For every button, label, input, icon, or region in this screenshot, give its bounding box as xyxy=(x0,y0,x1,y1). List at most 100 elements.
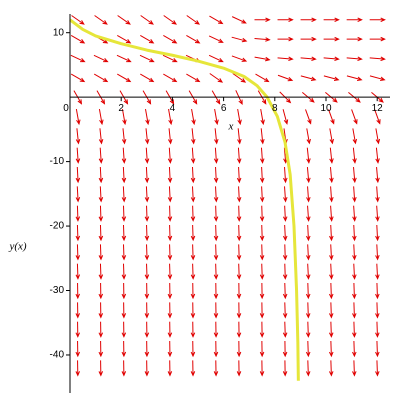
field-arrow xyxy=(236,341,242,358)
field-arrow xyxy=(213,186,219,203)
field-arrow xyxy=(98,321,104,338)
field-arrow xyxy=(167,302,173,319)
field-arrow xyxy=(209,73,224,83)
y-axis-label: y(x) xyxy=(8,241,26,253)
field-arrow xyxy=(306,205,311,222)
field-arrow xyxy=(121,147,127,164)
field-arrow xyxy=(213,205,219,222)
field-arrow xyxy=(237,109,242,126)
field-arrow xyxy=(190,186,196,203)
field-arrow xyxy=(186,73,201,83)
field-arrow xyxy=(236,186,242,203)
field-arrow xyxy=(305,109,312,125)
field-arrow xyxy=(375,147,380,164)
field-arrow xyxy=(300,17,317,23)
field-arrow xyxy=(305,283,311,300)
field-arrow xyxy=(167,360,173,377)
field-arrow xyxy=(282,341,288,358)
field-arrow xyxy=(213,360,219,377)
field-arrow xyxy=(236,321,242,338)
field-arrow xyxy=(190,244,196,261)
field-arrow xyxy=(259,283,265,300)
field-arrow xyxy=(346,36,363,42)
field-arrow xyxy=(328,283,334,300)
field-arrow xyxy=(98,244,104,261)
field-arrow xyxy=(352,341,357,358)
field-arrow xyxy=(329,244,334,261)
field-arrow xyxy=(144,147,150,164)
field-arrow xyxy=(98,109,104,126)
field-arrow xyxy=(70,34,86,44)
field-arrow xyxy=(259,166,265,184)
field-arrow xyxy=(75,283,81,300)
field-arrow xyxy=(375,360,380,377)
field-arrow xyxy=(75,302,81,319)
field-arrow xyxy=(121,244,127,261)
field-arrow xyxy=(236,302,242,319)
field-arrow xyxy=(352,321,357,338)
field-arrow xyxy=(145,109,150,126)
field-arrow xyxy=(190,321,196,338)
x-tick-label: 0 xyxy=(63,103,69,114)
field-arrow xyxy=(98,186,104,203)
field-arrow xyxy=(306,186,311,203)
field-arrow xyxy=(260,128,265,145)
field-arrow xyxy=(283,166,288,184)
field-arrow xyxy=(328,341,334,358)
field-arrow xyxy=(236,166,242,184)
field-arrow xyxy=(236,205,242,222)
field-arrow xyxy=(346,56,363,62)
field-arrow xyxy=(167,166,173,184)
field-arrow xyxy=(259,205,265,222)
field-arrow xyxy=(352,302,357,319)
field-arrow xyxy=(94,15,108,25)
field-arrow xyxy=(209,15,224,25)
field-arrow xyxy=(282,360,288,377)
field-arrow xyxy=(352,244,357,261)
field-arrow xyxy=(144,186,150,203)
field-arrow xyxy=(70,73,86,83)
field-arrow xyxy=(213,224,219,242)
x-axis-label: x xyxy=(228,121,234,133)
field-arrow xyxy=(98,205,104,222)
field-arrow xyxy=(144,263,150,280)
field-arrow xyxy=(163,73,178,83)
field-arrow xyxy=(282,321,288,338)
field-arrow xyxy=(369,36,386,42)
field-arrow xyxy=(306,147,311,164)
field-arrow xyxy=(167,244,173,261)
field-arrow xyxy=(282,205,288,222)
field-arrow xyxy=(117,15,131,25)
field-arrow xyxy=(190,302,196,319)
field-arrow xyxy=(328,321,334,338)
field-arrow xyxy=(163,15,177,25)
field-arrow xyxy=(70,54,86,63)
field-arrow xyxy=(329,263,334,280)
field-arrow xyxy=(163,34,178,44)
x-tick-label: 10 xyxy=(320,103,332,114)
field-arrow xyxy=(117,34,132,44)
field-arrow xyxy=(277,36,294,42)
field-arrow xyxy=(352,263,357,280)
field-arrow xyxy=(98,283,104,300)
field-arrow xyxy=(190,166,196,184)
field-arrow xyxy=(374,109,381,125)
x-tick-label: 6 xyxy=(221,103,227,114)
y-tick-label: -20 xyxy=(50,221,65,232)
field-arrow xyxy=(305,321,311,338)
field-arrow xyxy=(328,109,335,125)
field-arrow xyxy=(277,74,294,82)
x-tick-label: 12 xyxy=(372,103,384,114)
field-arrow xyxy=(93,54,109,63)
field-arrow xyxy=(375,283,380,300)
field-arrow xyxy=(144,224,150,242)
field-arrow xyxy=(352,360,357,377)
field-arrow xyxy=(213,321,219,338)
x-tick-label: 4 xyxy=(170,103,176,114)
field-arrow xyxy=(190,360,196,377)
field-arrow xyxy=(375,166,380,184)
field-arrow xyxy=(121,321,127,338)
y-tick-label: -10 xyxy=(50,156,65,167)
field-arrow xyxy=(144,244,150,261)
field-arrow xyxy=(236,224,242,242)
